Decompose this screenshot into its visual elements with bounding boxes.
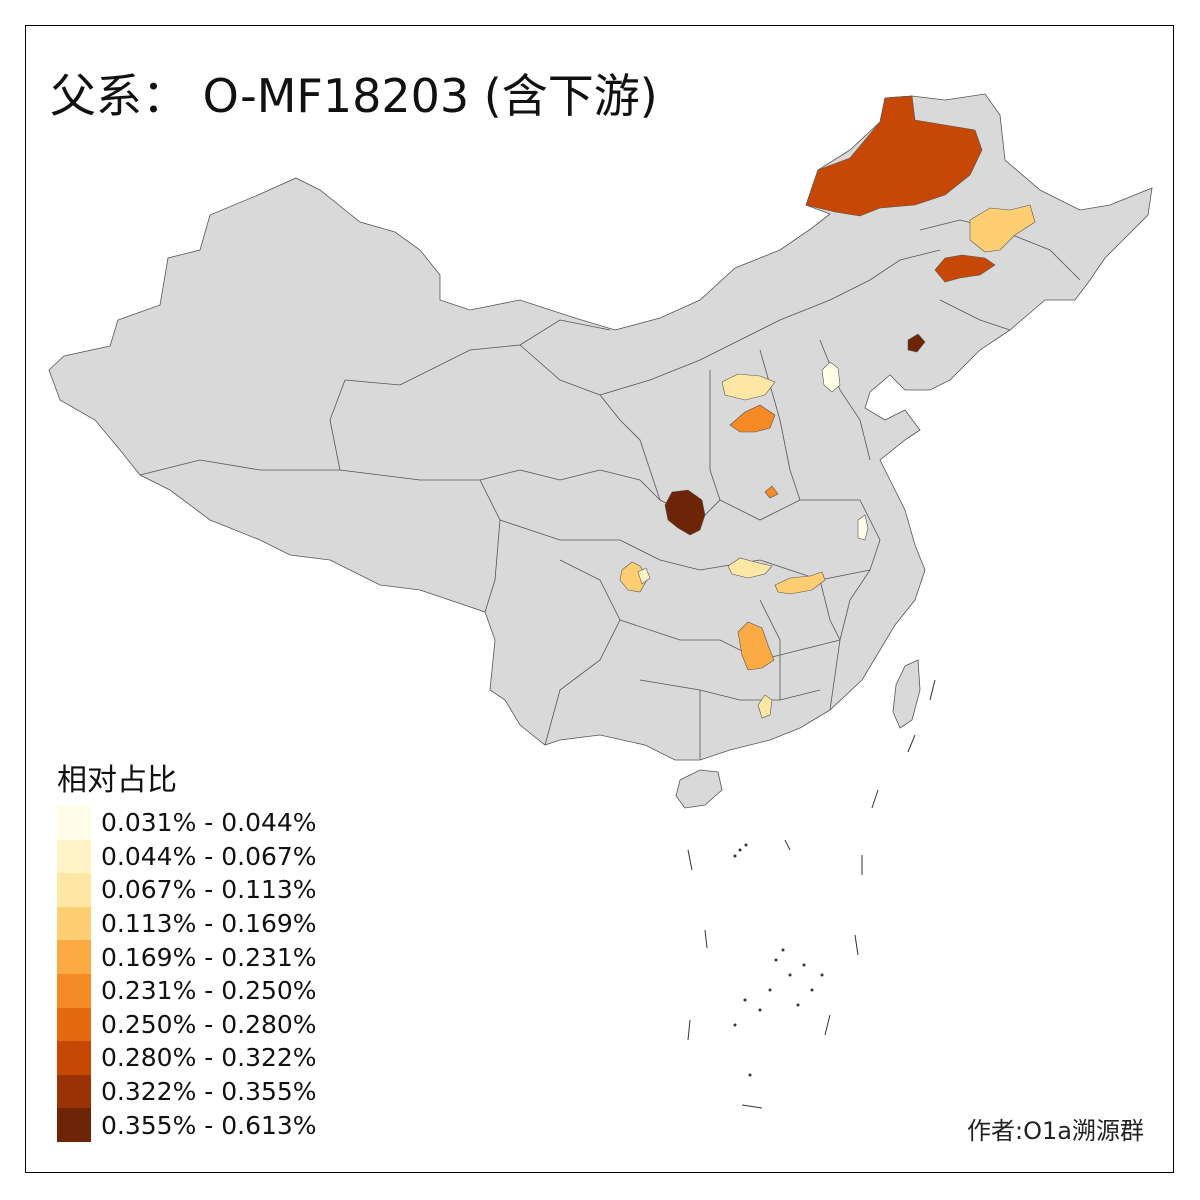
region-jiangxi-a [774, 571, 826, 595]
region-heilongjiang-a [969, 204, 1036, 253]
legend-label: 0.067% - 0.113% [101, 875, 317, 905]
legend-item: 0.280% - 0.322% [57, 1041, 317, 1075]
spratly-dots [733, 843, 824, 1077]
region-hubei-a [727, 557, 773, 579]
legend-label: 0.031% - 0.044% [101, 808, 317, 838]
legend-item: 0.113% - 0.169% [57, 906, 317, 941]
legend-swatch [57, 973, 91, 1008]
legend-swatch [57, 873, 91, 907]
legend-label: 0.231% - 0.250% [101, 976, 317, 1006]
region-henan-a [764, 485, 779, 499]
region-hunan-a [737, 621, 775, 671]
legend-label: 0.322% - 0.355% [101, 1077, 317, 1107]
legend-swatch [57, 1074, 91, 1109]
legend-item: 0.231% - 0.250% [57, 973, 317, 1008]
author-credit: 作者:O1a溯源群 [967, 1117, 1144, 1145]
region-jilin-a [934, 254, 996, 283]
legend-item: 0.250% - 0.280% [57, 1007, 317, 1042]
region-guangxi-a [757, 694, 773, 719]
map-title: 父系： O-MF18203 (含下游) [50, 69, 658, 123]
highlighted-regions [619, 95, 1036, 719]
hainan [675, 769, 723, 809]
legend-label: 0.044% - 0.067% [101, 841, 317, 871]
legend-label: 0.280% - 0.322% [101, 1043, 317, 1073]
region-hulunbuir [805, 95, 983, 217]
legend-item: 0.322% - 0.355% [57, 1074, 317, 1109]
legend-swatch [57, 806, 91, 840]
region-shaanxi-a [664, 489, 706, 536]
legend-swatch [57, 1108, 91, 1142]
legend-swatch [57, 839, 91, 874]
south-sea-islands [687, 679, 936, 1109]
legend: 0.031% - 0.044% 0.044% - 0.067% 0.067% -… [57, 806, 317, 1142]
china-mainland [48, 93, 1153, 761]
legend-item: 0.169% - 0.231% [57, 940, 317, 974]
legend-swatch [57, 906, 91, 941]
region-hebei-a [821, 361, 841, 393]
legend-item: 0.355% - 0.613% [57, 1108, 317, 1142]
legend-label: 0.250% - 0.280% [101, 1009, 317, 1039]
legend-label: 0.113% - 0.169% [101, 909, 317, 939]
legend-swatch [57, 940, 91, 974]
region-sichuan-a [619, 561, 649, 593]
legend-item: 0.044% - 0.067% [57, 839, 317, 874]
legend-label: 0.355% - 0.613% [101, 1110, 317, 1140]
region-shanxi-b [729, 404, 776, 433]
legend-item: 0.031% - 0.044% [57, 806, 317, 840]
legend-label: 0.169% - 0.231% [101, 942, 317, 972]
legend-title: 相对占比 [57, 763, 177, 798]
region-anhui-a [857, 514, 869, 541]
region-liaoning-a [907, 333, 926, 353]
legend-item: 0.067% - 0.113% [57, 873, 317, 907]
taiwan [892, 659, 921, 729]
region-shanxi-a [721, 373, 776, 401]
region-sichuan-b [637, 567, 651, 585]
legend-swatch [57, 1007, 91, 1042]
legend-swatch [57, 1041, 91, 1075]
